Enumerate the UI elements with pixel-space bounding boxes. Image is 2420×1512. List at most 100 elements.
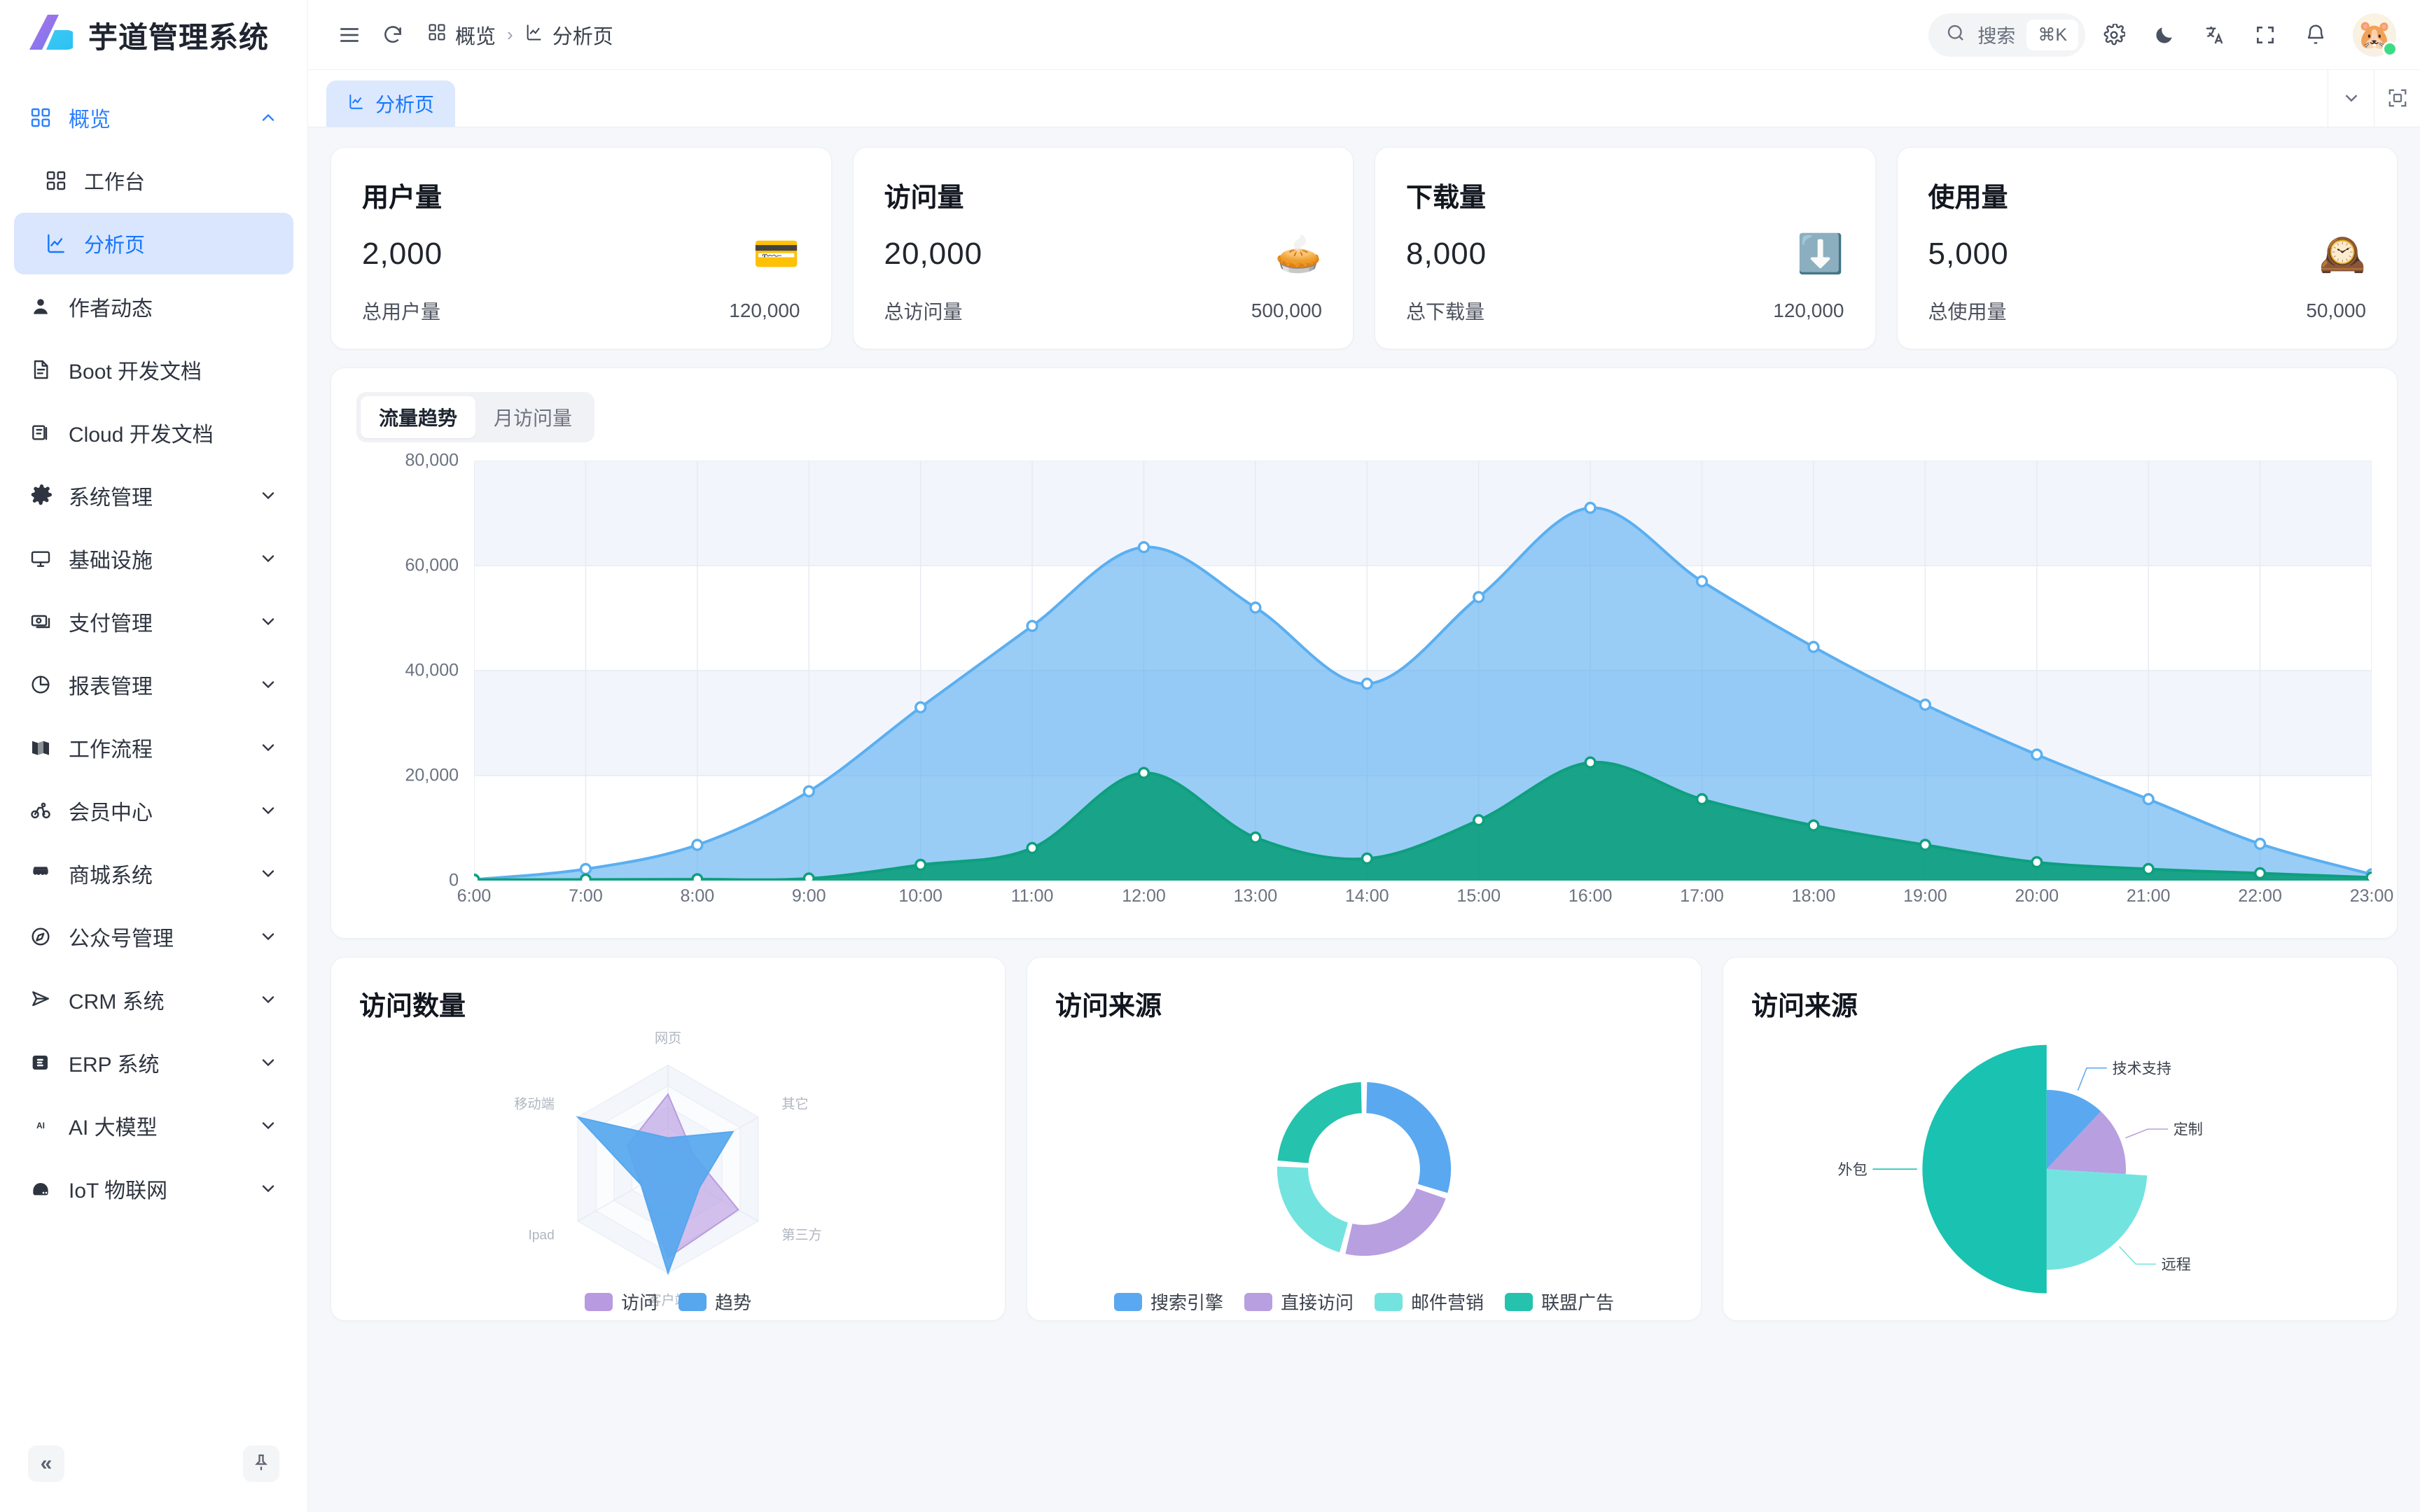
stat-emoji-icon: 🕰️ bbox=[2318, 233, 2366, 275]
trend-tab-traffic[interactable]: 流量趋势 bbox=[361, 396, 476, 438]
svg-text:外包: 外包 bbox=[1838, 1161, 1868, 1178]
chevron-down-icon[interactable] bbox=[258, 1116, 278, 1135]
chevron-down-icon[interactable] bbox=[258, 990, 278, 1009]
sidebar-item-6[interactable]: 系统管理 bbox=[14, 465, 293, 526]
sidebar-item-16[interactable]: AI AI 大模型 bbox=[14, 1095, 293, 1156]
stat-foot-value: 500,000 bbox=[1251, 300, 1322, 321]
sidebar-collapse-button[interactable]: « bbox=[28, 1446, 64, 1482]
sidebar-item-label: CRM 系统 bbox=[69, 990, 165, 1014]
sidebar-item-7[interactable]: 基础设施 bbox=[14, 528, 293, 589]
app-logo-icon bbox=[27, 13, 77, 57]
chevron-down-icon[interactable] bbox=[258, 738, 278, 757]
legend-item-1[interactable]: 趋势 bbox=[679, 1289, 751, 1315]
y-axis-labels: 0 20,000 40,000 60,000 80,000 bbox=[356, 451, 468, 890]
sidebar-item-1[interactable]: 工作台 bbox=[14, 150, 293, 211]
chevron-down-icon[interactable] bbox=[258, 864, 278, 883]
chevron-down-icon[interactable] bbox=[258, 1179, 278, 1198]
trend-chart: 0 20,000 40,000 60,000 80,000 6:00 7:00 8:00 9:… bbox=[356, 451, 2394, 923]
legend-item-1[interactable]: 直接访问 bbox=[1244, 1289, 1354, 1315]
legend-item-3[interactable]: 联盟广告 bbox=[1505, 1289, 1614, 1315]
chevron-down-icon[interactable] bbox=[258, 675, 278, 694]
moon-icon[interactable] bbox=[2143, 13, 2186, 57]
legend-label: 直接访问 bbox=[1280, 1292, 1354, 1313]
chevron-down-icon[interactable] bbox=[258, 486, 278, 505]
svg-text:第三方: 第三方 bbox=[781, 1228, 822, 1243]
svg-text:其它: 其它 bbox=[781, 1096, 808, 1112]
chevron-down-icon[interactable] bbox=[258, 1053, 278, 1072]
grid-icon bbox=[29, 106, 60, 129]
chevron-down-icon[interactable] bbox=[258, 549, 278, 568]
doc-icon bbox=[29, 358, 60, 381]
legend-swatch bbox=[1505, 1292, 1534, 1311]
x-axis-tick: 10:00 bbox=[898, 886, 943, 906]
chevron-down-icon[interactable] bbox=[258, 927, 278, 946]
sidebar-pin-button[interactable] bbox=[243, 1446, 279, 1482]
translate-icon[interactable] bbox=[2193, 13, 2237, 57]
search-input[interactable]: 搜索 ⌘K bbox=[1928, 13, 2085, 57]
radar-chart[interactable]: 网页 其它 第三方 客户端 Ipad 移动端 bbox=[331, 1025, 1005, 1320]
sidebar-item-5[interactable]: Cloud 开发文档 bbox=[14, 402, 293, 463]
refresh-icon[interactable] bbox=[371, 13, 415, 57]
visit-count-card: 访问数量 网页 其它 第三方 客户端 Ipad 移动端 访问 趋势 bbox=[331, 957, 1006, 1321]
trend-plot-area[interactable] bbox=[473, 460, 2372, 881]
avatar[interactable]: 🐹 bbox=[2353, 13, 2398, 57]
trend-tab-monthly[interactable]: 月访问量 bbox=[494, 407, 573, 429]
sidebar-item-label: Boot 开发文档 bbox=[69, 360, 202, 384]
sidebar-item-0[interactable]: 概览 bbox=[14, 87, 293, 148]
chevron-down-icon[interactable] bbox=[258, 801, 278, 820]
shop-icon bbox=[29, 862, 60, 885]
sidebar-item-8[interactable]: 支付管理 bbox=[14, 591, 293, 652]
sidebar-item-label: IoT 物联网 bbox=[69, 1180, 168, 1203]
sidebar-item-label: Cloud 开发文档 bbox=[69, 424, 214, 447]
sidebar-item-11[interactable]: 会员中心 bbox=[14, 780, 293, 841]
legend-item-0[interactable]: 搜索引擎 bbox=[1113, 1289, 1223, 1315]
hamburger-icon[interactable] bbox=[328, 13, 371, 57]
stat-card-0: 用户量 2,000 💳 总用户量 120,000 bbox=[331, 147, 832, 349]
rose-pie-chart[interactable]: 技术支持 定制 远程 外包 bbox=[1723, 1025, 2397, 1320]
breadcrumb-label: 概览 bbox=[455, 25, 496, 48]
monitor-icon bbox=[29, 547, 60, 570]
compass-icon bbox=[29, 925, 60, 948]
sidebar-item-12[interactable]: 商城系统 bbox=[14, 843, 293, 904]
maximize-content-icon[interactable] bbox=[2374, 69, 2420, 127]
main-area: 概览 › 分析页 搜索 bbox=[308, 0, 2420, 1512]
chevron-down-icon[interactable] bbox=[2328, 69, 2374, 127]
x-axis-tick: 8:00 bbox=[680, 886, 715, 906]
breadcrumb-item-overview[interactable]: 概览 bbox=[427, 20, 496, 50]
chevron-up-icon[interactable] bbox=[258, 108, 278, 127]
stat-title: 使用量 bbox=[1928, 183, 2008, 213]
gear-icon[interactable] bbox=[2092, 13, 2136, 57]
y-axis-tick: 40,000 bbox=[405, 660, 459, 680]
sidebar-item-9[interactable]: 报表管理 bbox=[14, 654, 293, 715]
legend-swatch bbox=[1375, 1292, 1403, 1311]
grid-icon bbox=[45, 169, 76, 192]
sidebar-item-label: 分析页 bbox=[84, 234, 146, 257]
sidebar-item-10[interactable]: 工作流程 bbox=[14, 717, 293, 778]
tab-analysis[interactable]: 分析页 bbox=[326, 80, 456, 127]
stat-cards: 用户量 2,000 💳 总用户量 120,000 访问量 20,000 🥧 总访问量 500,00… bbox=[331, 147, 2398, 349]
breadcrumb-item-analysis[interactable]: 分析页 bbox=[524, 20, 613, 50]
fullscreen-icon[interactable] bbox=[2244, 13, 2287, 57]
visit-source-donut-card: 访问来源 搜索引擎 直接访问 邮件营销 联盟广告 bbox=[1027, 957, 1702, 1321]
legend-item-0[interactable]: 访问 bbox=[584, 1289, 658, 1315]
sidebar-item-13[interactable]: 公众号管理 bbox=[14, 906, 293, 967]
chart-title: 访问数量 bbox=[359, 992, 466, 1021]
sidebar-item-2[interactable]: 分析页 bbox=[14, 213, 293, 274]
sidebar-item-label: 公众号管理 bbox=[69, 927, 174, 951]
sidebar-item-4[interactable]: Boot 开发文档 bbox=[14, 339, 293, 400]
sidebar-item-15[interactable]: ERP 系统 bbox=[14, 1032, 293, 1093]
chart-icon bbox=[347, 92, 366, 115]
bell-icon[interactable] bbox=[2294, 13, 2337, 57]
sidebar-item-14[interactable]: CRM 系统 bbox=[14, 969, 293, 1030]
legend-label: 搜索引擎 bbox=[1150, 1292, 1223, 1313]
iot-icon bbox=[29, 1177, 60, 1200]
brand[interactable]: 芋道管理系统 bbox=[0, 0, 307, 70]
sidebar-item-3[interactable]: 作者动态 bbox=[14, 276, 293, 337]
chevron-down-icon[interactable] bbox=[258, 612, 278, 631]
x-axis-tick: 23:00 bbox=[2349, 886, 2394, 906]
donut-chart[interactable] bbox=[1027, 1025, 1701, 1320]
ai-icon: AI bbox=[29, 1114, 60, 1137]
sidebar-item-label: AI 大模型 bbox=[69, 1116, 158, 1140]
sidebar-item-17[interactable]: IoT 物联网 bbox=[14, 1158, 293, 1219]
legend-item-2[interactable]: 邮件营销 bbox=[1375, 1289, 1484, 1315]
